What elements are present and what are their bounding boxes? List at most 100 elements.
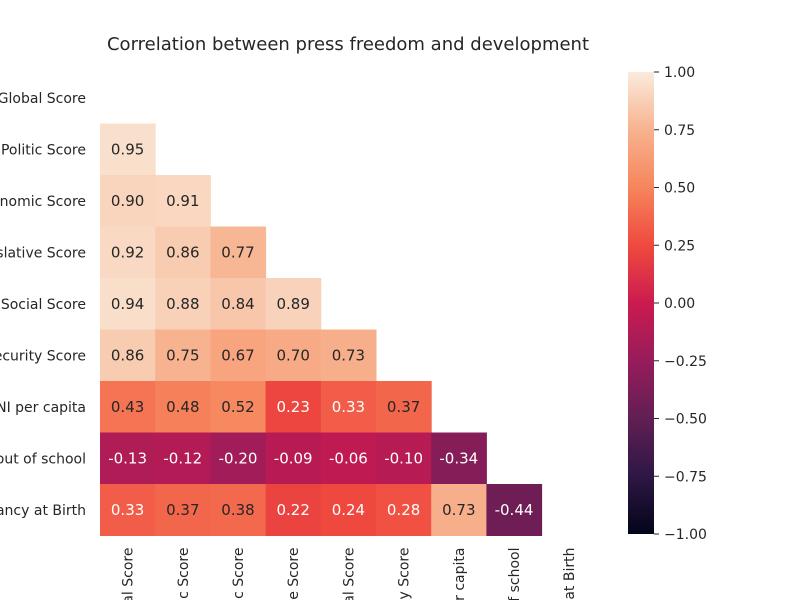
heatmap-cell	[210, 484, 267, 536]
x-tick-label: y Score	[397, 548, 413, 600]
colorbar: 1.00 0.75 0.50 0.25 0.00 −0.25 −0.50 −0.75 −1.00	[628, 65, 707, 543]
heatmap-cell	[100, 484, 156, 536]
heatmap-cell	[265, 329, 322, 382]
x-tick-labels: al Score c Score c Score e Score al Score y S…	[121, 548, 579, 600]
heatmap-cell	[155, 175, 211, 227]
heatmap-cell	[265, 484, 322, 536]
cell-value-label: 0.37	[166, 501, 199, 519]
heatmap-cell	[431, 484, 487, 536]
x-tick-label: e Score	[286, 548, 302, 600]
cell-value-label: 0.67	[221, 346, 254, 364]
heatmap-cell	[100, 381, 156, 433]
colorbar-tick-label: 0.75	[664, 123, 695, 139]
x-tick-label: er capita	[452, 548, 468, 600]
cell-value-label: 0.28	[387, 501, 420, 519]
heatmap-cell	[376, 432, 432, 485]
y-tick-label: NI per capita	[0, 400, 86, 416]
y-tick-label: Politic Score	[1, 142, 86, 158]
y-tick-label: slative Score	[0, 245, 86, 261]
heatmap-cell	[155, 381, 211, 433]
cell-value-label: -0.12	[163, 449, 202, 467]
heatmap-cell	[100, 226, 156, 279]
heatmap-cell	[100, 175, 156, 227]
y-tick-label: ecurity Score	[0, 348, 86, 364]
heatmap-cell	[210, 226, 267, 279]
heatmap-cell	[155, 226, 211, 279]
cell-value-label: -0.20	[219, 449, 258, 467]
cell-value-label: 0.43	[111, 398, 144, 416]
cell-value-label: 0.84	[221, 295, 254, 313]
cell-value-label: 0.92	[111, 243, 144, 261]
heatmap-cell	[155, 329, 211, 382]
cell-value-label: 0.23	[276, 398, 309, 416]
heatmap-cell	[155, 484, 211, 536]
x-tick-label: at Birth	[562, 548, 578, 600]
heatmap-cell	[265, 432, 322, 485]
heatmap-cell	[210, 432, 267, 485]
cell-value-label: 0.22	[276, 501, 309, 519]
cell-value-label: 0.33	[332, 398, 365, 416]
cell-value-label: 0.73	[442, 501, 475, 519]
cell-value-label: 0.86	[166, 243, 199, 261]
heatmap-cell	[376, 381, 432, 433]
colorbar-tick-label: 0.00	[664, 296, 695, 312]
cell-value-label: -0.10	[384, 449, 423, 467]
cell-value-label: 0.91	[166, 192, 199, 210]
colorbar-tick-label: −0.25	[664, 354, 707, 370]
heatmap-cell	[431, 432, 487, 485]
heatmap-cell	[100, 432, 156, 485]
heatmap-cell	[210, 278, 267, 330]
y-tick-label: Global Score	[0, 91, 86, 107]
heatmap-cell	[210, 329, 267, 382]
cell-value-label: -0.13	[108, 449, 147, 467]
y-tick-label: out of school	[0, 451, 86, 467]
heatmap-cell	[320, 329, 377, 382]
cell-value-label: 0.94	[111, 295, 144, 313]
colorbar-tick-label: 0.50	[664, 181, 695, 197]
cell-value-label: 0.38	[221, 501, 254, 519]
cell-value-label: 0.89	[276, 295, 309, 313]
heatmap-cell	[100, 278, 156, 330]
cell-value-label: 0.52	[221, 398, 254, 416]
x-tick-label: f school	[507, 548, 523, 600]
colorbar-tick-label: −0.50	[664, 412, 707, 428]
cell-value-label: -0.06	[329, 449, 368, 467]
cell-value-label: 0.90	[111, 192, 144, 210]
heatmap-cell	[320, 484, 377, 536]
cell-value-label: -0.44	[495, 501, 534, 519]
y-tick-labels: Global Score Politic Score onomic Score sla…	[0, 91, 86, 519]
heatmap-cell	[486, 484, 543, 536]
heatmap-cell	[320, 432, 377, 485]
cell-value-label: -0.09	[274, 449, 313, 467]
heatmap-cell	[100, 123, 156, 176]
cell-value-label: 0.37	[387, 398, 420, 416]
colorbar-tick-label: 0.25	[664, 238, 695, 254]
chart-title: Correlation between press freedom and de…	[107, 34, 589, 55]
cell-value-label: -0.34	[439, 449, 478, 467]
cell-value-label: 0.70	[276, 346, 309, 364]
cell-value-label: 0.88	[166, 295, 199, 313]
cell-value-label: 0.33	[111, 501, 144, 519]
heatmap-cell	[376, 484, 432, 536]
colorbar-tick-label: 1.00	[664, 65, 695, 81]
heatmap-cell	[155, 432, 211, 485]
heatmap-cell	[265, 381, 322, 433]
heatmap-cell	[320, 381, 377, 433]
heatmap-cell	[210, 381, 267, 433]
cell-value-label: 0.86	[111, 346, 144, 364]
x-tick-label: c Score	[176, 548, 192, 599]
heatmap-cell	[100, 329, 156, 382]
heatmap-cell	[155, 278, 211, 330]
y-tick-label: onomic Score	[0, 194, 86, 210]
x-tick-label: c Score	[231, 548, 247, 599]
cell-value-label: 0.48	[166, 398, 199, 416]
colorbar-tick-label: −1.00	[664, 527, 707, 543]
cell-value-label: 0.95	[111, 140, 144, 158]
colorbar-tick-label: −0.75	[664, 469, 707, 485]
colorbar-gradient	[628, 72, 654, 534]
cell-value-label: 0.73	[332, 346, 365, 364]
x-tick-label: al Score	[121, 548, 137, 600]
cell-value-label: 0.24	[332, 501, 365, 519]
y-tick-label: tancy at Birth	[0, 503, 86, 519]
